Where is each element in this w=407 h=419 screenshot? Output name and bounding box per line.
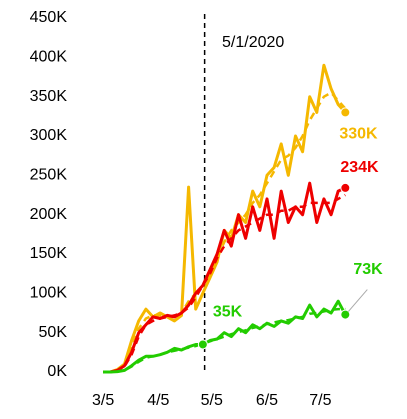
value-label: 35K <box>213 304 243 321</box>
y-tick-label: 0K <box>47 363 67 380</box>
y-tick-label: 300K <box>30 127 68 144</box>
series-line <box>103 181 346 374</box>
vline-label: 5/1/2020 <box>222 34 284 51</box>
x-tick-label: 7/5 <box>309 392 331 409</box>
point <box>340 309 351 320</box>
trend-line <box>103 91 347 374</box>
value-label: 330K <box>339 126 378 143</box>
value-label: 73K <box>353 261 383 278</box>
y-tick-label: 450K <box>30 9 68 26</box>
leader-line <box>347 289 368 312</box>
y-tick-label: 400K <box>30 49 68 66</box>
y-tick-label: 150K <box>30 245 68 262</box>
y-tick-label: 50K <box>39 324 68 341</box>
x-tick-label: 6/5 <box>256 392 278 409</box>
point <box>340 107 351 118</box>
y-tick-label: 100K <box>30 285 68 302</box>
series-line <box>103 299 347 374</box>
x-tick-label: 3/5 <box>92 392 114 409</box>
value-label: 234K <box>340 159 379 176</box>
y-tick-label: 250K <box>30 167 68 184</box>
y-tick-label: 350K <box>30 88 68 105</box>
point <box>340 182 351 193</box>
x-tick-label: 5/5 <box>201 392 223 409</box>
trend-line <box>103 193 346 374</box>
y-tick-label: 200K <box>30 206 68 223</box>
point <box>197 339 208 350</box>
x-tick-label: 4/5 <box>147 392 169 409</box>
